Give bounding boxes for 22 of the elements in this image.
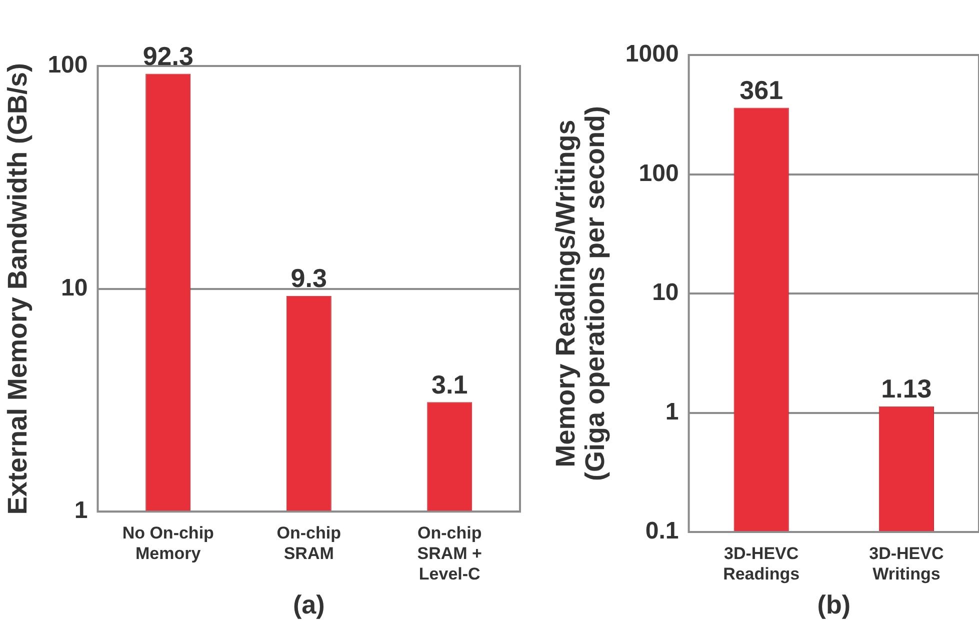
y-axis-title: External Memory Bandwidth (GB/s) — [2, 63, 32, 515]
x-tick-label: On-chip SRAM — [276, 523, 341, 563]
y-tick-label: 10 — [652, 279, 679, 306]
data-label: 9.3 — [290, 262, 327, 293]
y-tick-label: 1 — [665, 398, 679, 426]
x-tick-label: 3D-HEVC Readings — [723, 544, 800, 584]
x-tick-label: No On-chip Memory — [122, 523, 214, 563]
data-label: 1.13 — [881, 374, 932, 404]
x-tick-label: 3D-HEVC Writings — [869, 544, 944, 584]
y-tick-label: 1 — [74, 497, 88, 524]
x-tick-label: On-chip SRAM + Level-C — [417, 523, 482, 584]
data-label: 92.3 — [142, 40, 194, 71]
y-tick-label: 1000 — [625, 40, 679, 68]
x-axis-title: (b) — [817, 590, 850, 620]
x-axis-title: (a) — [292, 590, 325, 620]
data-label: 3.1 — [432, 369, 468, 400]
y-tick-label: 10 — [61, 274, 88, 302]
y-tick-label: 100 — [638, 160, 679, 187]
data-label: 361 — [740, 74, 784, 105]
y-axis-title: Memory Readings/Writings (Giga operations per second) — [550, 106, 610, 482]
y-tick-label: 0.1 — [645, 518, 679, 545]
y-tick-label: 100 — [48, 52, 88, 79]
